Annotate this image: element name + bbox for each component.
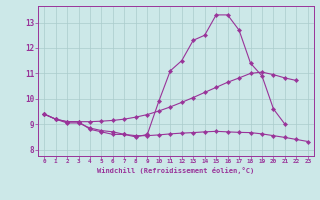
X-axis label: Windchill (Refroidissement éolien,°C): Windchill (Refroidissement éolien,°C): [97, 167, 255, 174]
